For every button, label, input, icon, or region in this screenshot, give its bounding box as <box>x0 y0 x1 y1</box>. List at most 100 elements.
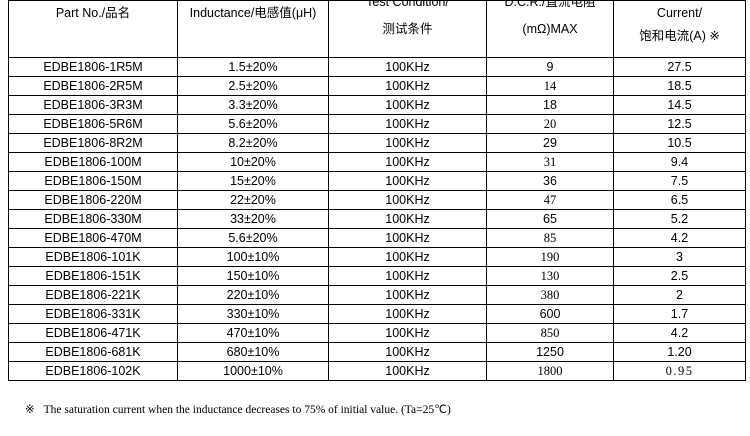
current-cell: 14.5 <box>613 95 746 115</box>
dcr-cell: 130 <box>486 266 614 286</box>
column-header-dcr: D.C.R./直流电阻 (mΩ)MAX <box>486 0 614 58</box>
part-no-cell: EDBE1806-331K <box>8 304 178 324</box>
part-no-cell: EDBE1806-150M <box>8 171 178 191</box>
table-row: EDBE1806-471K 470±10% 100KHz 850 4.2 <box>8 323 746 343</box>
column-header-inductance: Inductance/电感值(μH) <box>177 0 329 58</box>
header-test-condition-label-cn: 测试条件 <box>382 22 433 36</box>
test-condition-cell: 100KHz <box>328 323 487 343</box>
current-cell: 2.5 <box>613 266 746 286</box>
footnote-text: The saturation current when the inductan… <box>43 404 451 416</box>
part-no-cell: EDBE1806-221K <box>8 285 178 305</box>
test-condition-cell: 100KHz <box>328 247 487 267</box>
part-no-cell: EDBE1806-5R6M <box>8 114 178 134</box>
part-no-cell: EDBE1806-102K <box>8 361 178 381</box>
dcr-cell: 47 <box>486 190 614 210</box>
header-current-label-en: Current/ <box>656 6 703 20</box>
part-no-cell: EDBE1806-220M <box>8 190 178 210</box>
inductance-cell: 470±10% <box>177 323 329 343</box>
part-no-cell: EDBE1806-100M <box>8 152 178 172</box>
test-condition-cell: 100KHz <box>328 361 487 381</box>
current-cell: 6.5 <box>613 190 746 210</box>
dcr-cell: 600 <box>486 304 614 324</box>
column-header-current: Current/ 饱和电流(A) ※ <box>613 0 746 58</box>
inductance-cell: 22±20% <box>177 190 329 210</box>
current-cell: 4.2 <box>613 228 746 248</box>
inductance-cell: 150±10% <box>177 266 329 286</box>
test-condition-cell: 100KHz <box>328 95 487 115</box>
table-row: EDBE1806-331K 330±10% 100KHz 600 1.7 <box>8 304 746 324</box>
current-cell: 18.5 <box>613 76 746 96</box>
inductance-cell: 5.6±20% <box>177 228 329 248</box>
test-condition-cell: 100KHz <box>328 152 487 172</box>
dcr-cell: 1250 <box>486 342 614 362</box>
dcr-cell: 18 <box>486 95 614 115</box>
test-condition-cell: 100KHz <box>328 171 487 191</box>
test-condition-cell: 100KHz <box>328 190 487 210</box>
table-row: EDBE1806-681K 680±10% 100KHz 1250 1.20 <box>8 342 746 362</box>
test-condition-cell: 100KHz <box>328 57 487 77</box>
dcr-cell: 9 <box>486 57 614 77</box>
dcr-cell: 65 <box>486 209 614 229</box>
test-condition-cell: 100KHz <box>328 304 487 324</box>
test-condition-cell: 100KHz <box>328 114 487 134</box>
current-cell: 7.5 <box>613 171 746 191</box>
inductance-cell: 3.3±20% <box>177 95 329 115</box>
part-no-cell: EDBE1806-101K <box>8 247 178 267</box>
dcr-cell: 36 <box>486 171 614 191</box>
part-no-cell: EDBE1806-471K <box>8 323 178 343</box>
column-header-part-no: Part No./品名 <box>8 0 178 58</box>
table-row: EDBE1806-5R6M 5.6±20% 100KHz 20 12.5 <box>8 114 746 134</box>
table-row: EDBE1806-330M 33±20% 100KHz 65 5.2 <box>8 209 746 229</box>
dcr-cell: 31 <box>486 152 614 172</box>
table-header: Part No./品名 Inductance/电感值(μH) Test Cond… <box>8 0 746 58</box>
inductance-cell: 15±20% <box>177 171 329 191</box>
part-no-cell: EDBE1806-151K <box>8 266 178 286</box>
current-cell: 12.5 <box>613 114 746 134</box>
dcr-cell: 14 <box>486 76 614 96</box>
table-row: EDBE1806-151K 150±10% 100KHz 130 2.5 <box>8 266 746 286</box>
header-dcr-label-unit: (mΩ)MAX <box>522 22 578 36</box>
test-condition-cell: 100KHz <box>328 342 487 362</box>
table-row: EDBE1806-102K 1000±10% 100KHz 1800 0.95 <box>8 361 746 381</box>
current-cell: 0.95 <box>613 361 746 381</box>
table-row: EDBE1806-100M 10±20% 100KHz 31 9.4 <box>8 152 746 172</box>
table-body: EDBE1806-1R5M 1.5±20% 100KHz 9 27.5 EDBE… <box>8 57 746 381</box>
part-no-cell: EDBE1806-2R5M <box>8 76 178 96</box>
inductor-spec-table: Part No./品名 Inductance/电感值(μH) Test Cond… <box>8 0 746 381</box>
part-no-cell: EDBE1806-3R3M <box>8 95 178 115</box>
inductance-cell: 10±20% <box>177 152 329 172</box>
test-condition-cell: 100KHz <box>328 209 487 229</box>
test-condition-cell: 100KHz <box>328 133 487 153</box>
header-current-label-cn: 饱和电流(A) ※ <box>639 29 720 43</box>
table-row: EDBE1806-101K 100±10% 100KHz 190 3 <box>8 247 746 267</box>
reference-mark-icon: ※ <box>25 404 35 416</box>
current-cell: 9.4 <box>613 152 746 172</box>
inductance-cell: 1000±10% <box>177 361 329 381</box>
inductance-cell: 330±10% <box>177 304 329 324</box>
current-cell: 4.2 <box>613 323 746 343</box>
inductance-cell: 100±10% <box>177 247 329 267</box>
current-cell: 3 <box>613 247 746 267</box>
header-part-no-label: Part No./品名 <box>55 6 131 20</box>
table-row: EDBE1806-2R5M 2.5±20% 100KHz 14 18.5 <box>8 76 746 96</box>
dcr-cell: 85 <box>486 228 614 248</box>
current-cell: 2 <box>613 285 746 305</box>
inductance-cell: 5.6±20% <box>177 114 329 134</box>
part-no-cell: EDBE1806-470M <box>8 228 178 248</box>
current-cell: 5.2 <box>613 209 746 229</box>
part-no-cell: EDBE1806-1R5M <box>8 57 178 77</box>
header-dcr-label-en: D.C.R./直流电阻 <box>504 0 596 9</box>
table-row: EDBE1806-470M 5.6±20% 100KHz 85 4.2 <box>8 228 746 248</box>
inductance-cell: 680±10% <box>177 342 329 362</box>
table-row: EDBE1806-221K 220±10% 100KHz 380 2 <box>8 285 746 305</box>
inductance-cell: 220±10% <box>177 285 329 305</box>
dcr-cell: 850 <box>486 323 614 343</box>
part-no-cell: EDBE1806-330M <box>8 209 178 229</box>
saturation-footnote: ※ The saturation current when the inducta… <box>25 402 451 416</box>
current-cell: 1.20 <box>613 342 746 362</box>
table-row: EDBE1806-1R5M 1.5±20% 100KHz 9 27.5 <box>8 57 746 77</box>
column-header-test-condition: Test Condition/ 测试条件 <box>328 0 487 58</box>
inductance-cell: 33±20% <box>177 209 329 229</box>
table-row: EDBE1806-150M 15±20% 100KHz 36 7.5 <box>8 171 746 191</box>
inductance-cell: 1.5±20% <box>177 57 329 77</box>
